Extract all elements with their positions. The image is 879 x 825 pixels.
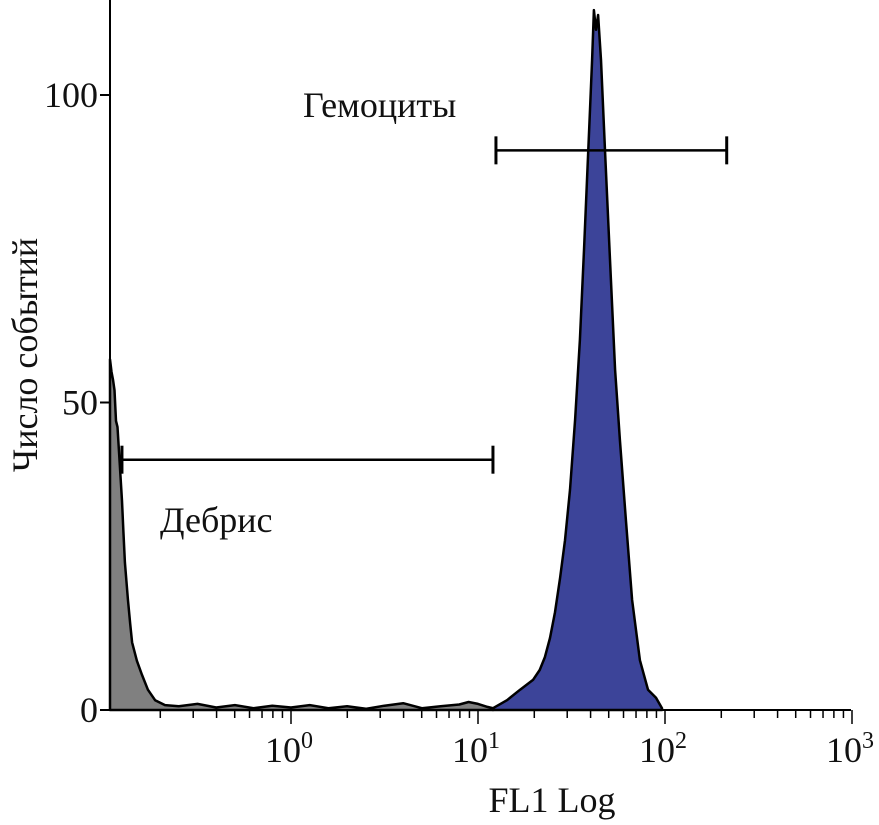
series-area-debris bbox=[108, 358, 495, 712]
y-axis-label: Число событий bbox=[5, 238, 45, 472]
gate-label-debris: Дебрис bbox=[160, 500, 273, 540]
x-tick-label: 102 bbox=[639, 728, 687, 770]
gates: Дебрис Гемоциты bbox=[120, 85, 729, 540]
y-tick-label: 0 bbox=[80, 690, 98, 730]
series-area-hemocytes bbox=[491, 8, 664, 712]
gate-label-hemocytes: Гемоциты bbox=[303, 85, 456, 125]
y-tick-label: 100 bbox=[44, 75, 98, 115]
y-tick-label: 50 bbox=[62, 383, 98, 423]
x-axis-label: FL1 Log bbox=[488, 780, 615, 820]
x-tick-label: 103 bbox=[826, 728, 874, 770]
x-tick-label: 101 bbox=[452, 728, 500, 770]
histogram-areas bbox=[108, 8, 664, 712]
x-tick-label: 100 bbox=[265, 728, 313, 770]
axes: 0 50 100 100 101 102 103 bbox=[44, 0, 874, 770]
